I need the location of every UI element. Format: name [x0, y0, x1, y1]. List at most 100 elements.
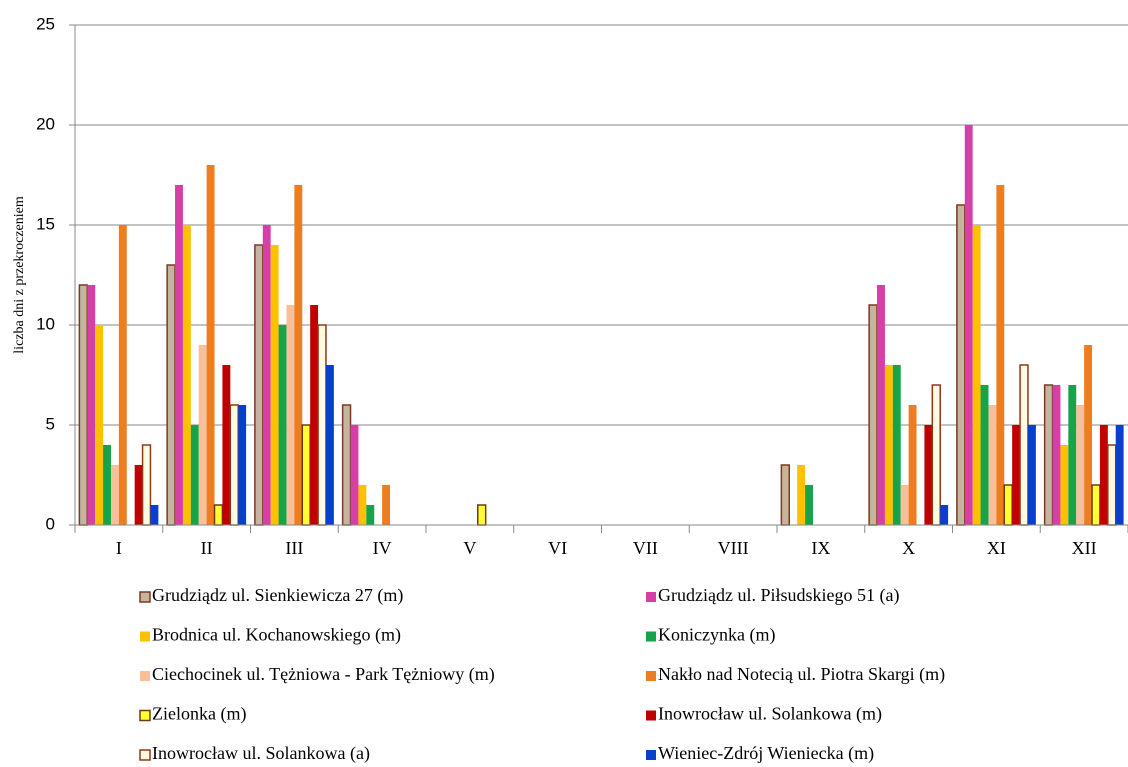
- bar: [1099, 425, 1108, 525]
- x-tick-label: I: [116, 538, 122, 558]
- bar: [310, 305, 319, 525]
- x-tick-label: III: [285, 538, 303, 558]
- bar: [87, 285, 96, 525]
- y-tick-label: 5: [46, 414, 55, 433]
- bar: [996, 185, 1005, 525]
- bar: [175, 185, 183, 525]
- bar: [908, 405, 917, 525]
- bar: [877, 285, 885, 525]
- x-tick-label: XII: [1072, 538, 1097, 558]
- bar: [924, 425, 933, 525]
- bar: [980, 385, 989, 525]
- bar: [1003, 484, 1013, 526]
- bar: [988, 405, 997, 525]
- bar: [964, 125, 973, 525]
- bar: [118, 225, 127, 525]
- legend-marker: [139, 591, 151, 603]
- legend-label: Ciechocinek ul. Tężniowa - Park Tężniowy…: [152, 664, 495, 685]
- bar: [341, 404, 352, 526]
- bar: [103, 445, 111, 525]
- bar: [1027, 425, 1036, 525]
- legend-label: Inowrocław ul. Solankowa (a): [152, 743, 370, 764]
- legend-marker: [140, 631, 150, 642]
- bar: [382, 485, 391, 525]
- legend-label: Zielonka (m): [152, 704, 246, 725]
- bar: [182, 225, 191, 525]
- bar: [884, 365, 893, 525]
- legend-marker: [140, 671, 150, 681]
- x-tick-label: X: [902, 538, 915, 558]
- bar: [477, 504, 487, 526]
- y-axis-label: liczba dni z przekroczeniem: [12, 196, 27, 354]
- x-tick-label: XI: [987, 538, 1006, 558]
- legend-label: Brodnica ul. Kochanowskiego (m): [152, 625, 401, 646]
- legend-label: Inowrocław ul. Solankowa (m): [658, 704, 882, 725]
- bar: [222, 365, 231, 525]
- y-tick-label: 20: [36, 114, 55, 133]
- bar: [206, 165, 215, 525]
- y-tick-label: 25: [36, 14, 55, 33]
- bar: [931, 384, 941, 526]
- bar: [972, 225, 981, 525]
- bar: [1084, 345, 1093, 525]
- bar: [1019, 364, 1029, 526]
- legend-label: Grudziądz ul. Sienkiewicza 27 (m): [152, 585, 403, 606]
- bar: [78, 284, 89, 526]
- bar: [805, 485, 813, 525]
- bar: [1115, 425, 1124, 525]
- bar: [229, 404, 239, 526]
- bar: [868, 304, 878, 526]
- legend-marker: [139, 749, 151, 761]
- bar: [134, 465, 143, 525]
- bar: [317, 324, 327, 526]
- bar: [797, 465, 806, 525]
- legend-label: Nakło nad Notecią ul. Piotra Skargi (m): [658, 664, 945, 685]
- bar: [1076, 405, 1085, 525]
- bar: [198, 345, 207, 525]
- bar: [1068, 385, 1077, 525]
- y-tick-label: 10: [36, 314, 55, 333]
- bar: [286, 305, 295, 525]
- legend-label: Koniczynka (m): [658, 625, 775, 646]
- legend-label: Wieniec-Zdrój Wieniecka (m): [658, 743, 874, 764]
- legend-marker: [139, 709, 151, 722]
- y-tick-label: 15: [36, 214, 55, 233]
- bar: [166, 264, 176, 526]
- x-tick-label: IV: [373, 538, 392, 558]
- x-tick-label: IX: [811, 538, 830, 558]
- bar: [190, 425, 199, 525]
- x-tick-label: II: [201, 538, 213, 558]
- bar: [1107, 444, 1117, 526]
- y-tick-label: 0: [46, 514, 55, 533]
- bar: [1052, 385, 1061, 525]
- bar: [141, 444, 152, 526]
- bar: [940, 505, 949, 525]
- bar: [262, 225, 271, 525]
- bar: [278, 325, 287, 525]
- bar: [301, 424, 311, 526]
- bar: [110, 465, 119, 525]
- bar: [358, 485, 367, 525]
- bar: [1012, 425, 1021, 525]
- bar: [213, 504, 224, 526]
- legend-marker: [646, 671, 656, 681]
- legend-marker: [646, 592, 656, 602]
- x-tick-label: V: [463, 538, 476, 558]
- bar: [892, 365, 901, 525]
- bar: [1043, 384, 1054, 526]
- bar: [150, 505, 159, 525]
- bar: [294, 185, 303, 525]
- bar: [900, 485, 909, 525]
- bar: [238, 405, 247, 525]
- bar: [1060, 445, 1069, 525]
- x-tick-label: VII: [633, 538, 658, 558]
- bar: [350, 425, 359, 525]
- legend-label: Grudziądz ul. Piłsudskiego 51 (a): [658, 585, 899, 606]
- bar: [956, 204, 966, 526]
- bar: [780, 464, 791, 526]
- bar: [270, 245, 279, 525]
- x-tick-label: VI: [548, 538, 567, 558]
- legend-marker: [646, 710, 656, 721]
- bar: [254, 244, 264, 526]
